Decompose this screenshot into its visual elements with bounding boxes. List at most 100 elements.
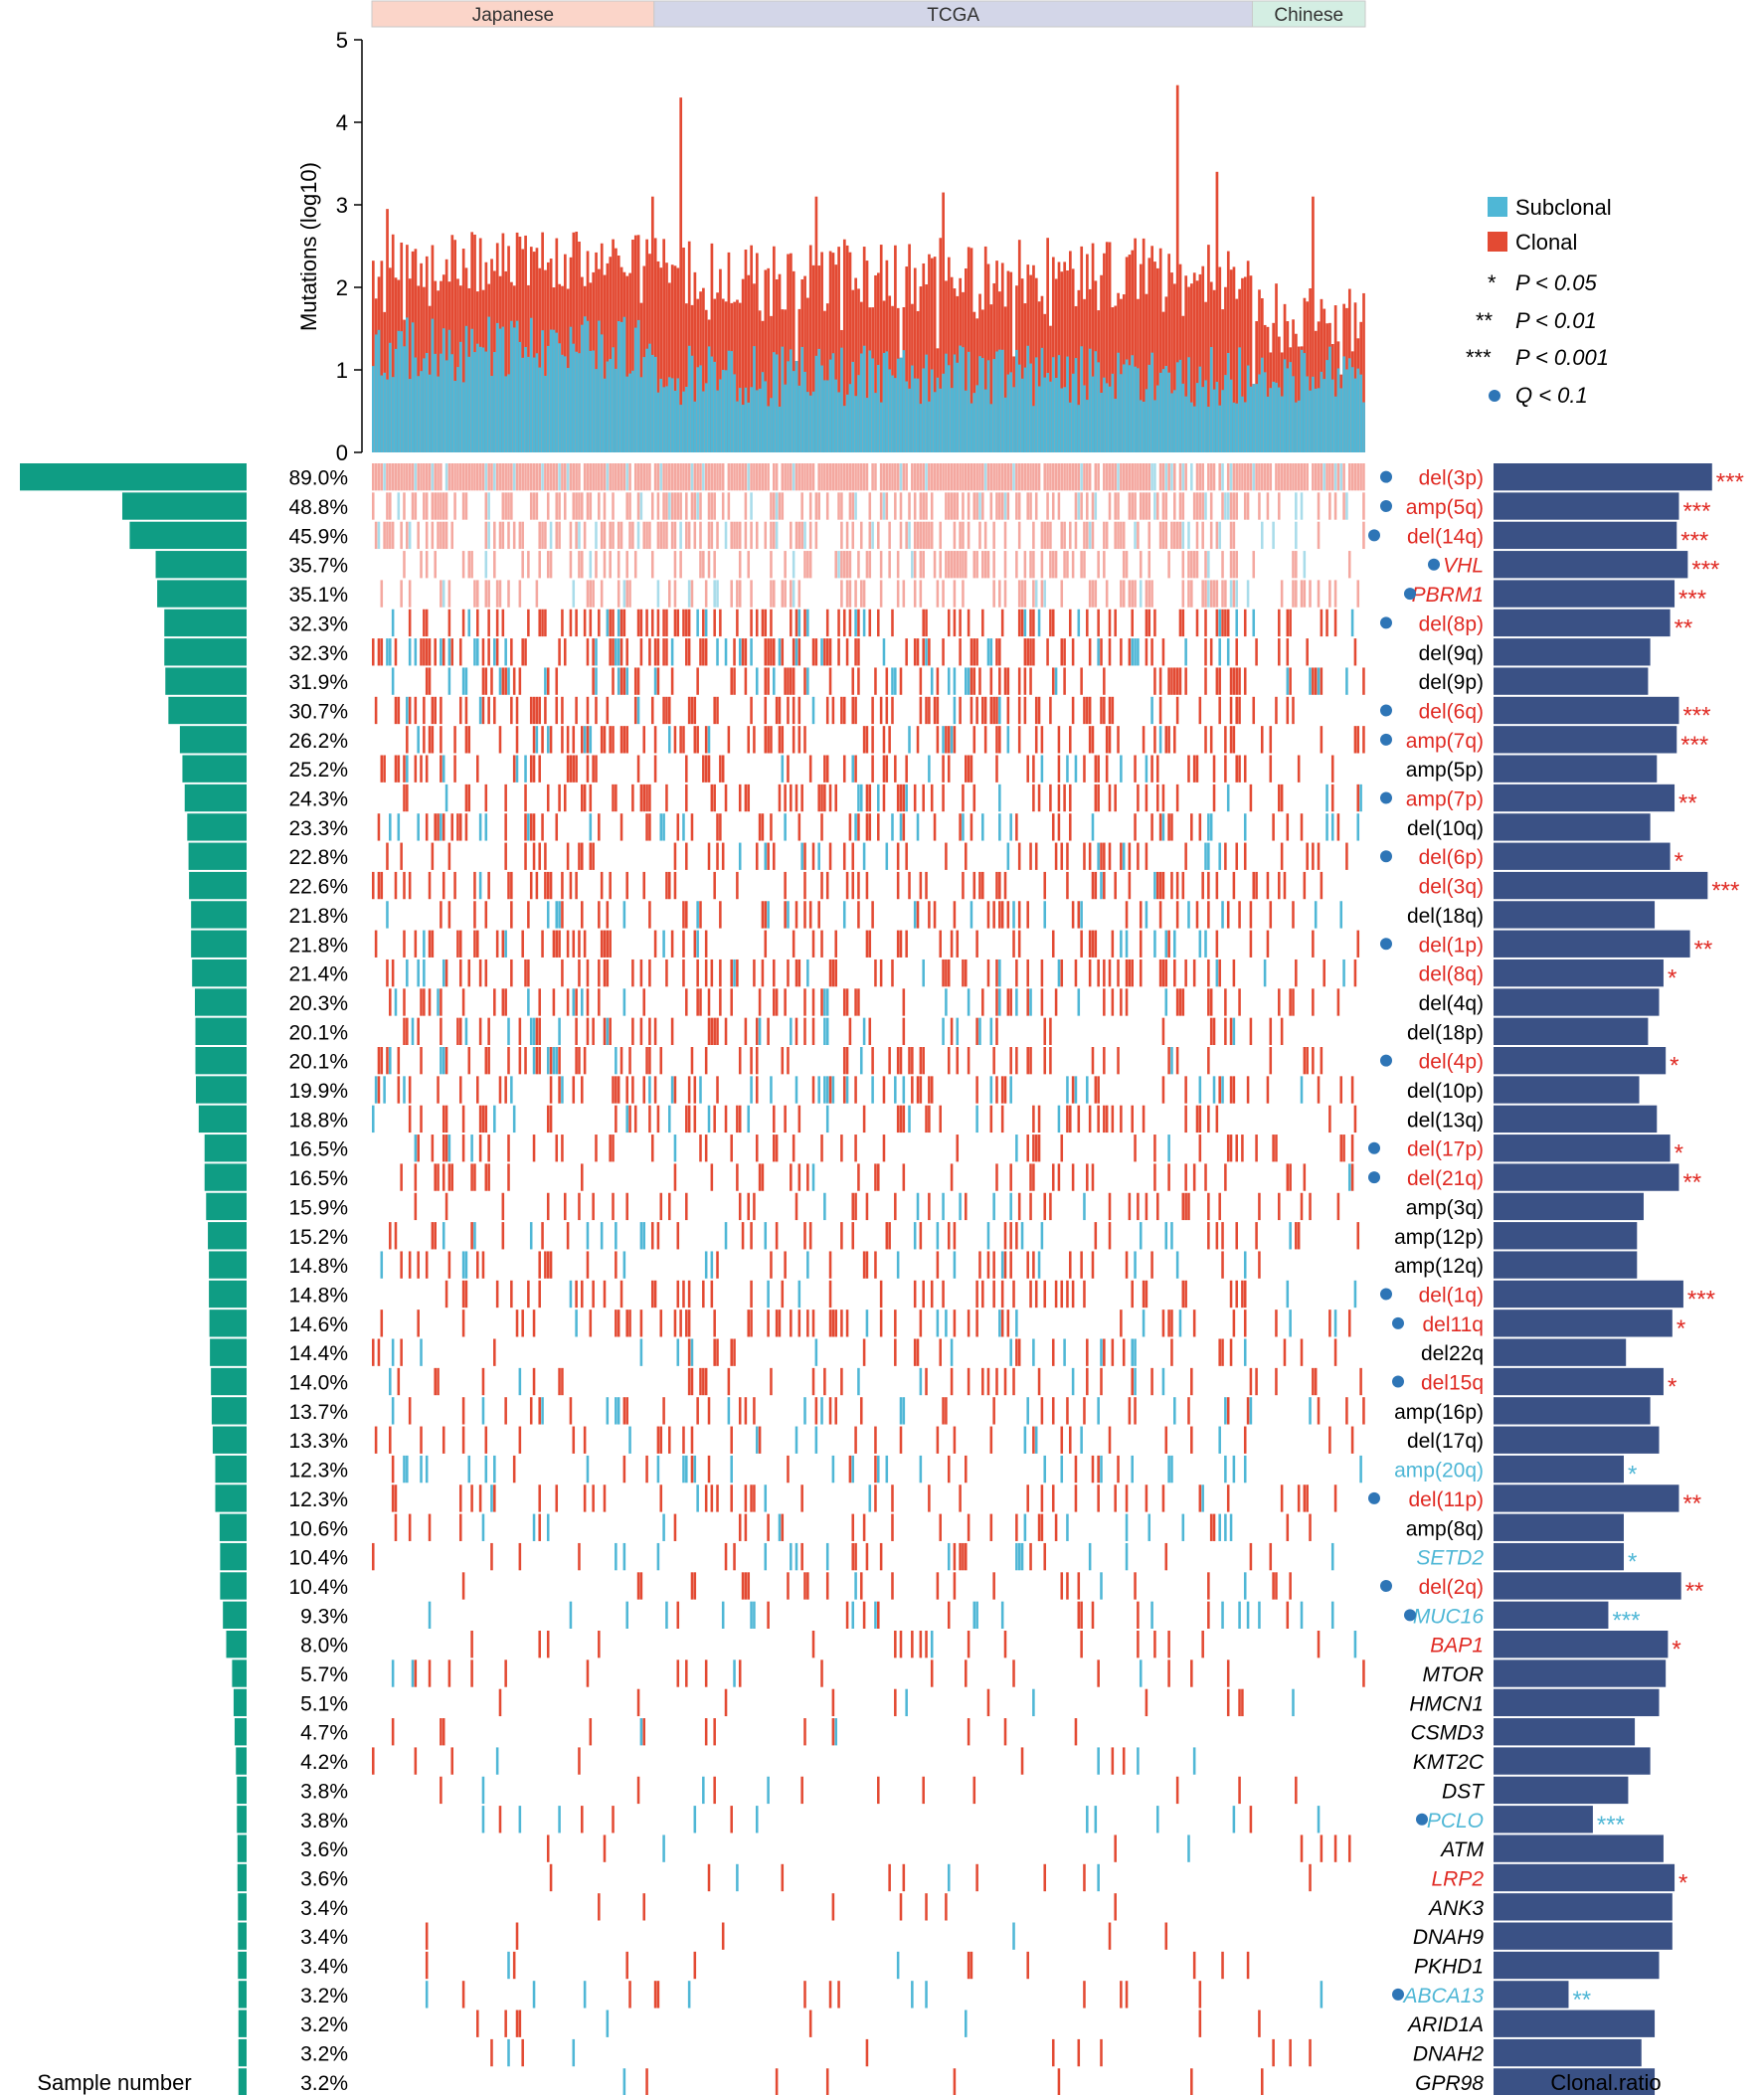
mutation-cell bbox=[1139, 901, 1143, 929]
mutation-cell bbox=[840, 696, 843, 725]
mutation-cell bbox=[713, 696, 716, 725]
mutation-cell bbox=[1137, 1601, 1140, 1629]
burden-subclonal-bar bbox=[784, 384, 788, 452]
mutation-cell bbox=[636, 463, 640, 491]
burden-subclonal-bar bbox=[458, 341, 462, 452]
row-percent: 32.3% bbox=[288, 612, 348, 635]
mutation-cell bbox=[1097, 1484, 1100, 1512]
mutation-cell bbox=[738, 580, 742, 608]
mutation-cell bbox=[710, 1251, 714, 1279]
burden-subclonal-bar bbox=[453, 381, 457, 452]
row-name: amp(5q) bbox=[1406, 496, 1484, 519]
mutation-cell bbox=[476, 463, 479, 491]
burden-subclonal-bar bbox=[896, 358, 900, 452]
burden-subclonal-bar bbox=[741, 405, 745, 452]
mutation-cell bbox=[504, 813, 507, 841]
mutation-cell bbox=[902, 1105, 906, 1134]
mutation-cell bbox=[936, 1251, 940, 1279]
significance-marker: *** bbox=[1711, 878, 1739, 905]
mutation-cell bbox=[546, 667, 550, 695]
legend-sig1-label: P < 0.05 bbox=[1515, 270, 1598, 295]
mutation-cell bbox=[1167, 667, 1170, 695]
mutation-cell bbox=[741, 1572, 745, 1600]
mutation-cell bbox=[792, 667, 795, 695]
mutation-cell bbox=[713, 609, 716, 637]
mutation-cell bbox=[983, 521, 987, 550]
frequency-bar bbox=[168, 696, 247, 725]
mutation-cell bbox=[719, 755, 722, 783]
cohort-annotation-bar: Japanese TCGA Chinese bbox=[371, 0, 1366, 28]
burden-clonal-bar bbox=[736, 299, 739, 452]
mutation-cell bbox=[1229, 1017, 1233, 1045]
mutation-cell bbox=[704, 1659, 708, 1687]
mutation-cell bbox=[622, 1251, 626, 1279]
mutation-cell bbox=[794, 521, 798, 550]
mutation-cell bbox=[609, 609, 612, 637]
mutation-cell bbox=[885, 842, 889, 870]
mutation-cell bbox=[501, 1192, 505, 1221]
mutation-cell bbox=[453, 463, 456, 491]
mutation-cell bbox=[877, 609, 880, 637]
mutation-cell bbox=[504, 930, 507, 958]
mutation-cell bbox=[1111, 1747, 1115, 1775]
mutation-cell bbox=[1215, 521, 1219, 550]
mutation-cell bbox=[561, 871, 564, 900]
burden-clonal-bar bbox=[478, 238, 482, 452]
mutation-cell bbox=[464, 784, 468, 812]
mutation-cell bbox=[600, 871, 604, 900]
mutation-cell bbox=[490, 1484, 493, 1512]
mutation-cell bbox=[1306, 463, 1309, 491]
mutation-cell bbox=[1266, 492, 1270, 520]
mutation-cell bbox=[981, 551, 984, 579]
mutation-cell bbox=[425, 1922, 429, 1950]
mutation-cell bbox=[656, 463, 660, 491]
mutation-cell bbox=[950, 551, 954, 579]
mutation-cell bbox=[685, 638, 688, 666]
frequency-bar bbox=[188, 842, 247, 870]
mutation-cell bbox=[662, 1513, 665, 1541]
mutation-cell bbox=[493, 638, 496, 666]
mutation-cell bbox=[916, 1076, 920, 1104]
mutation-cell bbox=[825, 1076, 829, 1104]
mutation-cell bbox=[1128, 463, 1132, 491]
mutation-cell bbox=[857, 551, 860, 579]
burden-subclonal-bar bbox=[575, 351, 579, 452]
mutation-cell bbox=[406, 784, 409, 812]
q-value-dot bbox=[1368, 1141, 1380, 1154]
mutation-cell bbox=[1032, 1105, 1035, 1134]
burden-subclonal-bar bbox=[665, 386, 668, 452]
mutation-cell bbox=[450, 521, 454, 550]
burden-clonal-bar bbox=[1105, 242, 1109, 452]
mutation-cell bbox=[1249, 784, 1253, 812]
mutation-cell bbox=[386, 959, 389, 987]
row-percent: 14.8% bbox=[288, 1255, 348, 1278]
mutation-cell bbox=[1137, 1747, 1140, 1775]
clonal-ratio-bar bbox=[1494, 1426, 1660, 1454]
mutation-cell bbox=[507, 580, 510, 608]
mutation-cell bbox=[945, 988, 948, 1016]
mutation-cell bbox=[518, 2009, 522, 2037]
mutation-cell bbox=[851, 842, 855, 870]
mutation-cell bbox=[1139, 959, 1143, 987]
mutation-cell bbox=[507, 1135, 510, 1162]
mutation-cell bbox=[998, 696, 1001, 725]
burden-subclonal-bar bbox=[1153, 400, 1156, 452]
mutation-cell bbox=[710, 959, 714, 987]
mutation-cell bbox=[690, 1047, 694, 1075]
mutation-cell bbox=[665, 959, 668, 987]
mutation-cell bbox=[1091, 1047, 1095, 1075]
mutation-cell bbox=[487, 580, 490, 608]
mutation-cell bbox=[1131, 492, 1134, 520]
mutation-cell bbox=[484, 1105, 488, 1134]
mutation-cell bbox=[764, 842, 768, 870]
frequency-bar bbox=[196, 1076, 247, 1104]
mutation-cell bbox=[636, 492, 640, 520]
burden-clonal-bar bbox=[1275, 283, 1278, 452]
mutation-cell bbox=[1167, 1047, 1170, 1075]
mutation-cell bbox=[428, 871, 432, 900]
frequency-bar bbox=[208, 1222, 247, 1250]
mutation-cell bbox=[868, 521, 872, 550]
row-percent: 4.7% bbox=[300, 1722, 348, 1745]
mutation-cell bbox=[411, 1659, 415, 1687]
